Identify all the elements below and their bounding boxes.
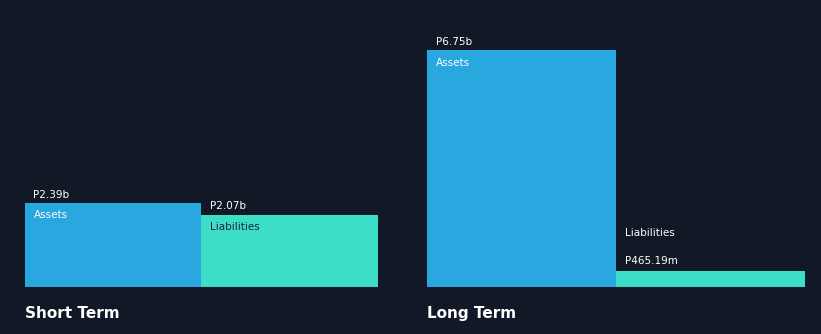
- Text: Liabilities: Liabilities: [210, 222, 259, 232]
- Bar: [25, 203, 201, 287]
- Bar: [616, 271, 805, 287]
- Text: P465.19m: P465.19m: [626, 256, 678, 266]
- Bar: [201, 215, 378, 287]
- Text: Assets: Assets: [34, 210, 67, 220]
- Text: P6.75b: P6.75b: [437, 37, 473, 47]
- Text: Liabilities: Liabilities: [626, 228, 675, 238]
- Text: P2.39b: P2.39b: [34, 190, 70, 200]
- Text: Short Term: Short Term: [25, 306, 119, 321]
- Text: Assets: Assets: [437, 57, 470, 67]
- Text: Long Term: Long Term: [427, 306, 516, 321]
- Bar: [427, 50, 616, 287]
- Text: P2.07b: P2.07b: [210, 201, 246, 211]
